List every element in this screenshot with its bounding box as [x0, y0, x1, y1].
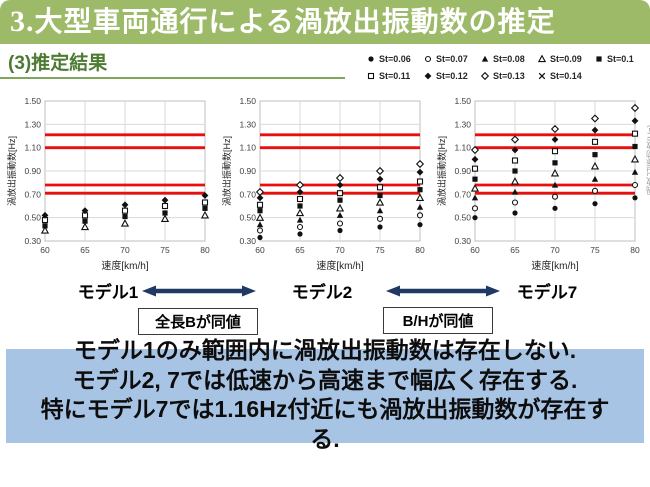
conclusion-text: モデル1のみ範囲内に渦放出振動数は存在しない. モデル2, 7では低速から高速まで… [0, 336, 650, 454]
svg-text:80: 80 [630, 245, 640, 255]
svg-text:1.30: 1.30 [239, 119, 256, 129]
svg-text:65: 65 [295, 245, 305, 255]
legend-item: St=0.13 [480, 69, 537, 82]
clipped-axis-label-sliver: 渦放出振動数[Hz] [646, 125, 650, 196]
legend-label: St=0.06 [379, 53, 411, 64]
svg-text:0.70: 0.70 [24, 189, 41, 199]
svg-text:65: 65 [80, 245, 90, 255]
conclusion-line: 特にモデル7では1.16Hz付近にも渦放出振動数が存在す [40, 396, 610, 422]
annotation-box-length: 全長Bが同値 [138, 308, 258, 335]
svg-text:75: 75 [590, 245, 600, 255]
legend-item: St=0.07 [423, 52, 480, 65]
svg-text:60: 60 [470, 245, 480, 255]
legend-item: St=0.12 [423, 69, 480, 82]
section-subtitle: (3)推定結果 [8, 53, 108, 74]
svg-text:渦放出振動数[Hz]: 渦放出振動数[Hz] [6, 136, 17, 206]
svg-text:速度[km/h]: 速度[km/h] [101, 259, 148, 272]
legend-label: St=0.11 [379, 70, 411, 81]
model-7-label: モデル7 [516, 283, 578, 302]
page-title: 3.大型車両通行による渦放出振動数の推定 [0, 0, 556, 44]
x-icon [538, 72, 546, 79]
legend-label: St=0.07 [436, 53, 468, 64]
svg-text:0.30: 0.30 [454, 236, 471, 246]
svg-text:0.30: 0.30 [239, 236, 256, 246]
triangle-filled-icon [481, 55, 489, 62]
model-2-label: モデル2 [291, 283, 353, 302]
svg-text:1.10: 1.10 [454, 143, 471, 153]
square-filled-icon [596, 55, 602, 62]
circle-filled-icon [368, 55, 374, 62]
legend-label: St=0.14 [550, 70, 582, 81]
svg-text:1.50: 1.50 [239, 96, 256, 106]
square-open-icon [367, 72, 375, 79]
svg-text:75: 75 [375, 245, 385, 255]
annotation-box-bh: B/Hが同値 [383, 307, 493, 334]
scatter-plot: 0.30 0.50 0.70 0.90 1.10 1.30 1.50 60 65 70 75 80 速度… [6, 96, 210, 272]
model-1-label: モデル1 [77, 283, 139, 302]
svg-text:70: 70 [335, 245, 345, 255]
diamond-open-icon [480, 71, 490, 80]
conclusion-line: モデル2, 7では低速から高速まで幅広く存在する. [72, 366, 578, 393]
legend-label: St=0.09 [550, 53, 582, 64]
legend-label: St=0.13 [493, 70, 525, 81]
title-text: 大型車両通行による渦放出振動数の推定 [34, 6, 556, 37]
circle-open-icon [424, 55, 432, 62]
svg-text:0.70: 0.70 [454, 189, 471, 199]
svg-text:0.90: 0.90 [454, 166, 471, 176]
legend-item: St=0.14 [537, 69, 594, 82]
legend-item: St=0.06 [366, 52, 423, 65]
svg-text:75: 75 [160, 245, 170, 255]
svg-text:1.10: 1.10 [24, 143, 41, 153]
legend-item: St=0.09 [537, 52, 594, 65]
svg-text:1.30: 1.30 [454, 119, 471, 129]
title-number: 3. [10, 5, 35, 38]
legend-label: St=0.08 [493, 53, 525, 64]
svg-text:0.50: 0.50 [239, 213, 256, 223]
svg-text:0.50: 0.50 [24, 213, 41, 223]
diamond-filled-icon [424, 72, 432, 79]
conclusion-line: る. [310, 425, 340, 452]
svg-text:0.90: 0.90 [24, 166, 41, 176]
svg-text:渦放出振動数[Hz]: 渦放出振動数[Hz] [221, 136, 232, 206]
triangle-open-icon [537, 54, 547, 62]
legend-item: St=0.11 [366, 69, 423, 82]
conclusion-highlight [6, 349, 644, 443]
chart-model-2: 0.30 0.50 0.70 0.90 1.10 1.30 1.50 60 65 70 75 80 速度… [220, 93, 435, 275]
legend-label: St=0.12 [436, 70, 468, 81]
svg-text:1.50: 1.50 [454, 96, 471, 106]
svg-text:速度[km/h]: 速度[km/h] [531, 259, 578, 272]
svg-text:1.10: 1.10 [239, 143, 256, 153]
double-arrow-icon [142, 284, 256, 298]
svg-text:60: 60 [40, 245, 50, 255]
title-bar: 3.大型車両通行による渦放出振動数の推定 [0, 0, 650, 44]
svg-text:1.50: 1.50 [24, 96, 41, 106]
legend-item: St=0.1 [594, 52, 650, 65]
chart-model-7: 0.30 0.50 0.70 0.90 1.10 1.30 1.50 60 65 70 75 80 速度… [435, 93, 650, 275]
svg-text:70: 70 [120, 245, 130, 255]
chart-legend: St=0.06 St=0.07 St=0.08 St=0.09 St=0.1 St=0.1… [366, 52, 650, 82]
svg-text:65: 65 [510, 245, 520, 255]
svg-text:0.30: 0.30 [24, 236, 41, 246]
svg-text:渦放出振動数[Hz]: 渦放出振動数[Hz] [436, 136, 447, 206]
double-arrow-icon [386, 284, 500, 298]
legend-label: St=0.1 [607, 53, 634, 64]
subtitle-underline [0, 77, 345, 79]
scatter-plot: 0.30 0.50 0.70 0.90 1.10 1.30 1.50 60 65 70 75 80 速度… [221, 96, 425, 272]
legend-item: St=0.08 [480, 52, 537, 65]
svg-text:80: 80 [200, 245, 210, 255]
conclusion-line: モデル1のみ範囲内に渦放出振動数は存在しない. [73, 337, 577, 363]
svg-text:0.70: 0.70 [239, 189, 256, 199]
chart-model-1: 0.30 0.50 0.70 0.90 1.10 1.30 1.50 60 65 70 75 80 速度… [5, 93, 220, 275]
svg-text:60: 60 [255, 245, 265, 255]
svg-text:1.30: 1.30 [24, 119, 41, 129]
svg-text:0.50: 0.50 [454, 213, 471, 223]
svg-text:80: 80 [415, 245, 425, 255]
scatter-plot: 0.30 0.50 0.70 0.90 1.10 1.30 1.50 60 65 70 75 80 速度… [436, 96, 640, 272]
svg-text:70: 70 [550, 245, 560, 255]
svg-text:速度[km/h]: 速度[km/h] [316, 259, 363, 272]
svg-text:0.90: 0.90 [239, 166, 256, 176]
